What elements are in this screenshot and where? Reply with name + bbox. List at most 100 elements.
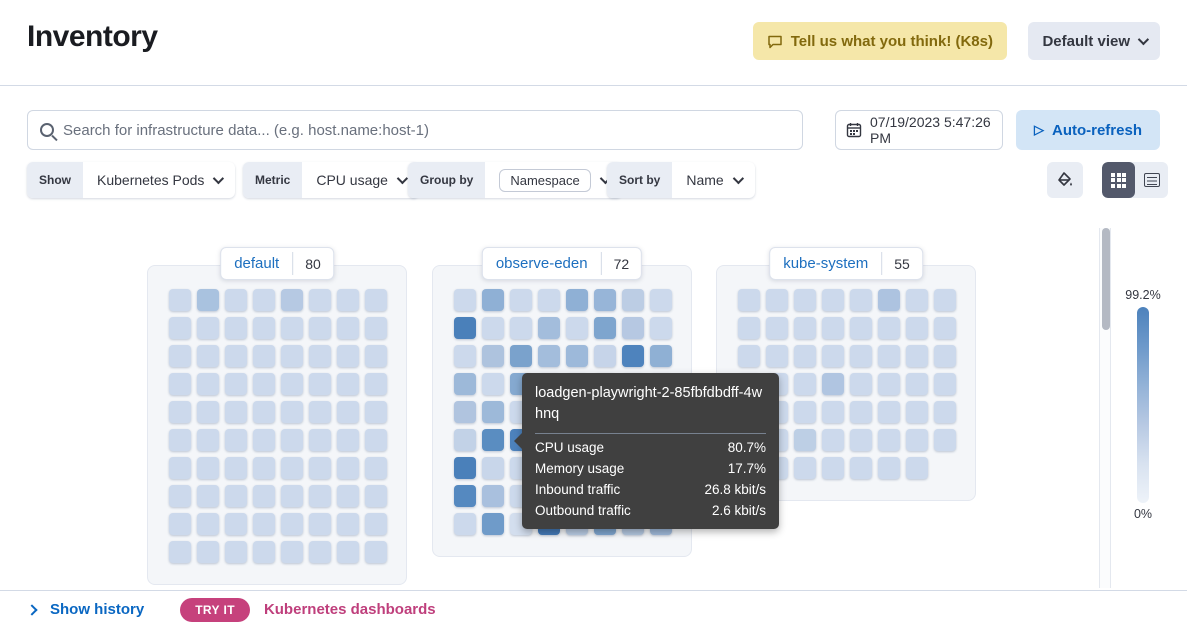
pod-cell[interactable] <box>253 345 275 367</box>
pod-cell[interactable] <box>482 289 504 311</box>
pod-cell[interactable] <box>794 401 816 423</box>
pod-cell[interactable] <box>650 345 672 367</box>
pod-cell[interactable] <box>253 289 275 311</box>
pod-cell[interactable] <box>594 289 616 311</box>
pod-cell[interactable] <box>365 485 387 507</box>
pod-cell[interactable] <box>850 457 872 479</box>
pod-cell[interactable] <box>309 513 331 535</box>
pod-cell[interactable] <box>878 345 900 367</box>
feedback-button[interactable]: Tell us what you think! (K8s) <box>752 22 1007 60</box>
pod-cell[interactable] <box>934 317 956 339</box>
pod-cell[interactable] <box>225 345 247 367</box>
pod-cell[interactable] <box>822 401 844 423</box>
pod-cell[interactable] <box>197 513 219 535</box>
pod-cell[interactable] <box>794 373 816 395</box>
pod-cell[interactable] <box>878 373 900 395</box>
pod-cell[interactable] <box>906 345 928 367</box>
pod-cell[interactable] <box>225 457 247 479</box>
pod-cell[interactable] <box>253 457 275 479</box>
pod-cell[interactable] <box>197 345 219 367</box>
pod-cell[interactable] <box>594 317 616 339</box>
pod-cell[interactable] <box>538 345 560 367</box>
pod-cell[interactable] <box>365 373 387 395</box>
pod-cell[interactable] <box>365 345 387 367</box>
pod-cell[interactable] <box>454 457 476 479</box>
pod-cell[interactable] <box>225 541 247 563</box>
pod-cell[interactable] <box>878 457 900 479</box>
pod-cell[interactable] <box>253 485 275 507</box>
pod-cell[interactable] <box>253 429 275 451</box>
pod-cell[interactable] <box>309 345 331 367</box>
pod-cell[interactable] <box>169 457 191 479</box>
pod-cell[interactable] <box>281 373 303 395</box>
pod-cell[interactable] <box>225 401 247 423</box>
pod-cell[interactable] <box>169 485 191 507</box>
pod-cell[interactable] <box>365 289 387 311</box>
pod-cell[interactable] <box>281 317 303 339</box>
color-palette-button[interactable] <box>1047 162 1083 198</box>
pod-cell[interactable] <box>197 429 219 451</box>
pod-cell[interactable] <box>225 485 247 507</box>
pod-cell[interactable] <box>822 373 844 395</box>
pod-cell[interactable] <box>822 289 844 311</box>
pod-cell[interactable] <box>365 541 387 563</box>
pod-cell[interactable] <box>454 429 476 451</box>
pod-cell[interactable] <box>482 345 504 367</box>
pod-cell[interactable] <box>337 289 359 311</box>
pod-cell[interactable] <box>766 345 788 367</box>
pod-cell[interactable] <box>822 317 844 339</box>
search-bar[interactable] <box>27 110 803 150</box>
pod-cell[interactable] <box>454 485 476 507</box>
pod-cell[interactable] <box>454 373 476 395</box>
pod-cell[interactable] <box>510 317 532 339</box>
pod-cell[interactable] <box>738 345 760 367</box>
pod-cell[interactable] <box>482 429 504 451</box>
pod-cell[interactable] <box>309 541 331 563</box>
show-history-link[interactable]: Show history <box>50 601 145 618</box>
pod-cell[interactable] <box>253 401 275 423</box>
pod-cell[interactable] <box>538 317 560 339</box>
pod-cell[interactable] <box>794 317 816 339</box>
pod-cell[interactable] <box>309 485 331 507</box>
pod-cell[interactable] <box>337 345 359 367</box>
pod-cell[interactable] <box>253 317 275 339</box>
pod-cell[interactable] <box>850 429 872 451</box>
scrollbar-track[interactable] <box>1099 228 1111 588</box>
pod-cell[interactable] <box>906 429 928 451</box>
pod-cell[interactable] <box>365 513 387 535</box>
pod-cell[interactable] <box>365 429 387 451</box>
pod-cell[interactable] <box>482 401 504 423</box>
pod-cell[interactable] <box>337 513 359 535</box>
pod-cell[interactable] <box>934 429 956 451</box>
pod-cell[interactable] <box>878 317 900 339</box>
pod-cell[interactable] <box>281 345 303 367</box>
pod-cell[interactable] <box>622 317 644 339</box>
pod-cell[interactable] <box>454 513 476 535</box>
pod-cell[interactable] <box>454 345 476 367</box>
scrollbar-thumb[interactable] <box>1102 228 1110 330</box>
pod-cell[interactable] <box>878 401 900 423</box>
group-by-dropdown[interactable]: Namespace <box>485 162 621 198</box>
metric-filter-dropdown[interactable]: CPU usage <box>302 162 419 198</box>
date-picker[interactable]: 07/19/2023 5:47:26 PM <box>835 110 1003 150</box>
pod-cell[interactable] <box>197 541 219 563</box>
show-filter-dropdown[interactable]: Kubernetes Pods <box>83 162 235 198</box>
namespace-link-kube-system[interactable]: kube-system <box>783 255 869 272</box>
pod-cell[interactable] <box>482 513 504 535</box>
pod-cell[interactable] <box>566 289 588 311</box>
pod-cell[interactable] <box>738 317 760 339</box>
pod-cell[interactable] <box>281 289 303 311</box>
kubernetes-dashboards-link[interactable]: Kubernetes dashboards <box>263 601 436 618</box>
pod-cell[interactable] <box>225 317 247 339</box>
pod-cell[interactable] <box>197 317 219 339</box>
pod-cell[interactable] <box>197 401 219 423</box>
sort-by-dropdown[interactable]: Name <box>672 162 754 198</box>
pod-cell[interactable] <box>253 513 275 535</box>
pod-cell[interactable] <box>309 289 331 311</box>
pod-cell[interactable] <box>794 289 816 311</box>
pod-cell[interactable] <box>169 401 191 423</box>
pod-cell[interactable] <box>766 289 788 311</box>
map-view-button[interactable] <box>1102 162 1135 198</box>
pod-cell[interactable] <box>934 401 956 423</box>
pod-cell[interactable] <box>566 317 588 339</box>
